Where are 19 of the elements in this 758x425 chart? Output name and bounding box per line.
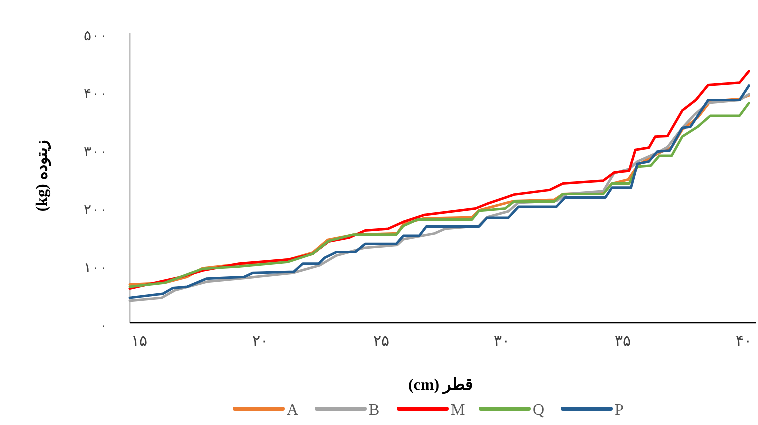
y-tick-label: ۴۰۰ [84,88,108,102]
y-tick-label: ۰ [100,320,108,334]
legend-label: Q [533,402,545,419]
legend-label: B [369,402,380,419]
y-tick-label: ۱۰۰ [84,262,108,276]
x-tick-label: ۱۵ [132,334,148,350]
x-tick-label: ۲۵ [373,334,390,350]
y-tick-label: ۳۰۰ [84,146,108,160]
x-axis-title: قطر (cm) [408,377,474,395]
y-tick-label: ۲۰۰ [84,204,108,218]
legend-label: A [287,402,299,419]
legend-label: M [451,402,466,419]
y-axis-title: زیتوده (kg) [34,140,52,212]
legend-label: P [615,402,624,419]
x-tick-label: ۲۰ [252,334,269,350]
x-tick-label: ۳۵ [615,334,632,350]
x-tick-label: ۳۰ [494,334,510,350]
x-tick-label: ۴۰ [736,334,752,350]
y-tick-label: ۵۰۰ [84,30,108,44]
